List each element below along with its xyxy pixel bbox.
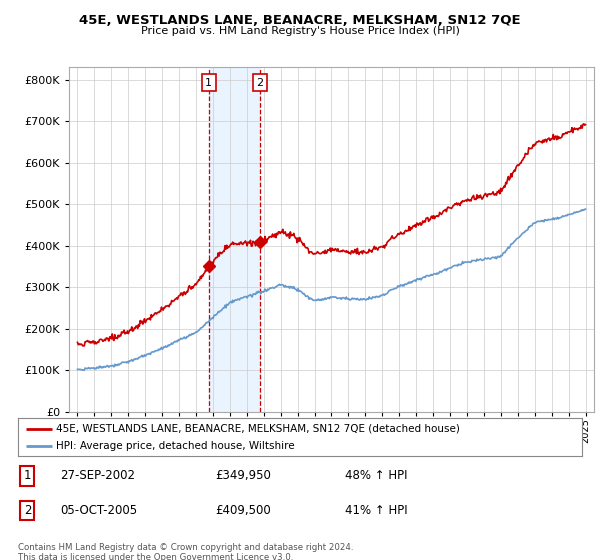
Text: Contains HM Land Registry data © Crown copyright and database right 2024.: Contains HM Land Registry data © Crown c… (18, 543, 353, 552)
Text: This data is licensed under the Open Government Licence v3.0.: This data is licensed under the Open Gov… (18, 553, 293, 560)
Text: 41% ↑ HPI: 41% ↑ HPI (345, 504, 408, 517)
Text: 1: 1 (205, 77, 212, 87)
Text: 45E, WESTLANDS LANE, BEANACRE, MELKSHAM, SN12 7QE (detached house): 45E, WESTLANDS LANE, BEANACRE, MELKSHAM,… (56, 423, 460, 433)
Bar (209, 67, 260, 412)
Text: 2: 2 (256, 77, 263, 87)
Text: 45E, WESTLANDS LANE, BEANACRE, MELKSHAM, SN12 7QE: 45E, WESTLANDS LANE, BEANACRE, MELKSHAM,… (79, 14, 521, 27)
Text: 2: 2 (23, 504, 31, 517)
Text: 1: 1 (23, 469, 31, 482)
Text: 48% ↑ HPI: 48% ↑ HPI (345, 469, 407, 482)
Text: £349,950: £349,950 (215, 469, 271, 482)
Text: HPI: Average price, detached house, Wiltshire: HPI: Average price, detached house, Wilt… (56, 441, 295, 451)
Text: £409,500: £409,500 (215, 504, 271, 517)
Text: 27-SEP-2002: 27-SEP-2002 (60, 469, 136, 482)
Text: Price paid vs. HM Land Registry's House Price Index (HPI): Price paid vs. HM Land Registry's House … (140, 26, 460, 36)
Text: 05-OCT-2005: 05-OCT-2005 (60, 504, 137, 517)
